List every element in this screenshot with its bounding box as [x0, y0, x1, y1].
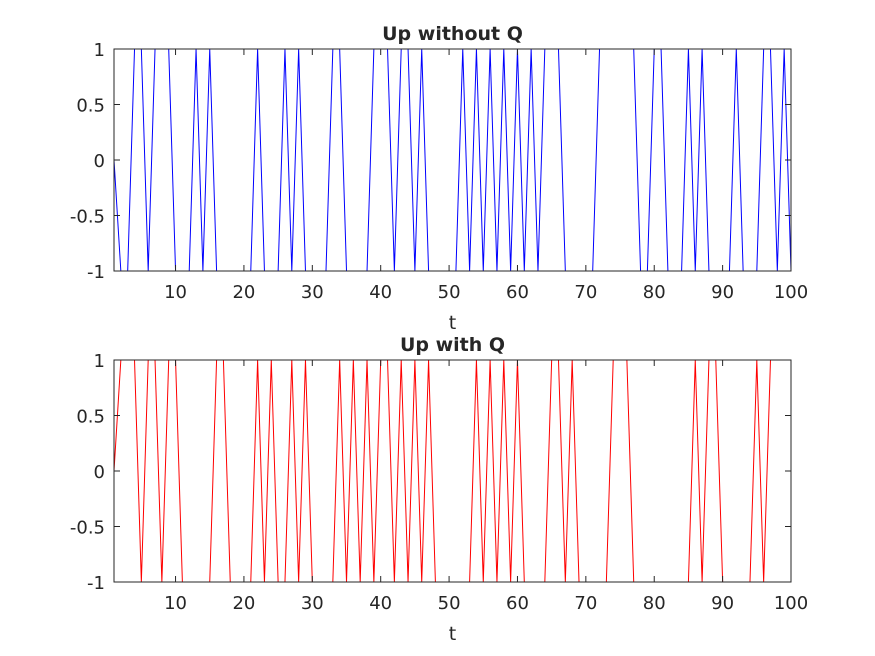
y-tick-label: 0 — [94, 151, 105, 172]
x-tick-label: 30 — [301, 593, 324, 614]
x-tick-label: 90 — [711, 593, 734, 614]
x-tick-label: 40 — [369, 593, 392, 614]
y-tick-label: 1 — [94, 351, 105, 372]
x-tick-label: 100 — [774, 593, 808, 614]
x-tick-label: 70 — [574, 282, 597, 303]
y-tick-label: 0.5 — [76, 407, 105, 428]
x-tick-label: 70 — [574, 593, 597, 614]
y-tick-label: -0.5 — [70, 518, 105, 539]
chart-title: Up without Q — [382, 23, 523, 45]
x-tick-label: 50 — [438, 282, 461, 303]
x-tick-label: 60 — [506, 282, 529, 303]
y-tick-label: -1 — [87, 262, 105, 283]
x-tick-label: 80 — [643, 282, 666, 303]
y-tick-label: 0.5 — [76, 96, 105, 117]
y-tick-label: -1 — [87, 573, 105, 594]
y-tick-label: 1 — [94, 40, 105, 61]
x-tick-label: 60 — [506, 593, 529, 614]
x-tick-label: 20 — [232, 282, 255, 303]
x-axis-label: t — [449, 312, 456, 334]
y-tick-label: -0.5 — [70, 207, 105, 228]
x-tick-label: 10 — [164, 282, 187, 303]
x-tick-label: 50 — [438, 593, 461, 614]
x-tick-label: 80 — [643, 593, 666, 614]
axis-ticks: 10 20 30 40 50 60 70 80 90 100 -1 -0.5 0 0.5 1 — [70, 351, 808, 614]
x-tick-label: 100 — [774, 282, 808, 303]
x-axis-label: t — [449, 623, 456, 645]
y-tick-label: 0 — [94, 462, 105, 483]
plot-area — [114, 49, 791, 271]
x-tick-label: 90 — [711, 282, 734, 303]
x-tick-label: 10 — [164, 593, 187, 614]
x-tick-label: 30 — [301, 282, 324, 303]
axis-ticks: 10 20 30 40 50 60 70 80 90 100 -1 -0.5 0 0.5 1 — [70, 40, 808, 303]
x-tick-label: 20 — [232, 593, 255, 614]
subplot-up-without-q: 10 20 30 40 50 60 70 80 90 100 -1 -0.5 0 0.5 1 Up with… — [70, 23, 808, 334]
x-tick-label: 40 — [369, 282, 392, 303]
subplot-up-with-q: 10 20 30 40 50 60 70 80 90 100 -1 -0.5 0 0.5 1 Up with… — [70, 334, 808, 645]
chart-title: Up with Q — [400, 334, 505, 356]
